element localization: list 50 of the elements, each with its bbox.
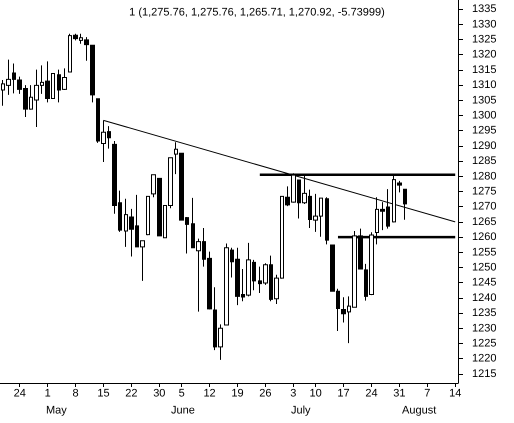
x-tick-label: 10 — [310, 388, 322, 400]
y-tick-label: 1320 — [472, 48, 496, 61]
candlestick — [325, 196, 329, 245]
x-tick-label: 17 — [337, 388, 350, 400]
candlestick — [146, 196, 150, 236]
x-tick-label: 30 — [153, 388, 166, 400]
y-tick-label: 1335 — [472, 3, 496, 16]
x-tick-label: 7 — [424, 388, 430, 400]
candlestick — [90, 44, 95, 103]
y-tick-label: 1275 — [472, 186, 496, 198]
text: August — [402, 404, 436, 416]
x-tick-label: 12 — [203, 388, 216, 400]
y-tick-label: 1260 — [472, 231, 496, 244]
y-tick-label: 1285 — [472, 155, 496, 168]
text: 1 (1,275.76, 1,275.76, 1,265.71, 1,270.92, -5.73999) — [129, 6, 385, 18]
y-tick-label: 1315 — [472, 64, 496, 76]
y-tick-label: 1230 — [472, 322, 496, 334]
y-tick-label: 1245 — [472, 276, 496, 289]
text: June — [171, 404, 195, 416]
text: July — [291, 404, 312, 416]
y-tick-label: 1225 — [472, 337, 496, 350]
y-tick-label: 1220 — [472, 352, 496, 365]
x-tick-label: 3 — [290, 388, 296, 400]
y-tick-label: 1250 — [472, 261, 496, 274]
x-tick-label: 26 — [259, 388, 272, 400]
y-tick-label: 1255 — [472, 246, 496, 258]
x-tick-label: 1 — [44, 388, 51, 400]
y-tick-label: 1215 — [472, 368, 496, 380]
x-tick-label: 8 — [72, 388, 79, 400]
y-tick-label: 1330 — [472, 18, 496, 30]
x-tick-label: 31 — [393, 388, 406, 400]
y-tick-label: 1295 — [472, 124, 496, 137]
x-tick-label: 24 — [14, 388, 26, 400]
x-tick-label: 15 — [97, 388, 110, 400]
text: May — [46, 404, 68, 416]
y-tick-label: 1270 — [472, 200, 496, 213]
y-tick-label: 1265 — [472, 216, 496, 228]
y-tick-label: 1325 — [472, 34, 496, 46]
y-tick-label: 1290 — [472, 140, 496, 152]
x-tick-label: 19 — [231, 388, 244, 400]
y-tick-label: 1300 — [472, 110, 496, 122]
x-tick-label: 24 — [365, 388, 378, 400]
x-tick-label: 5 — [178, 388, 185, 400]
y-tick-label: 1240 — [472, 292, 496, 304]
x-tick-label: 22 — [125, 388, 138, 400]
y-tick-label: 1310 — [472, 79, 496, 92]
y-tick-label: 1305 — [472, 94, 496, 106]
x-tick-label: 14 — [449, 388, 462, 400]
y-tick-label: 1235 — [472, 307, 496, 320]
y-tick-label: 1280 — [472, 170, 496, 182]
